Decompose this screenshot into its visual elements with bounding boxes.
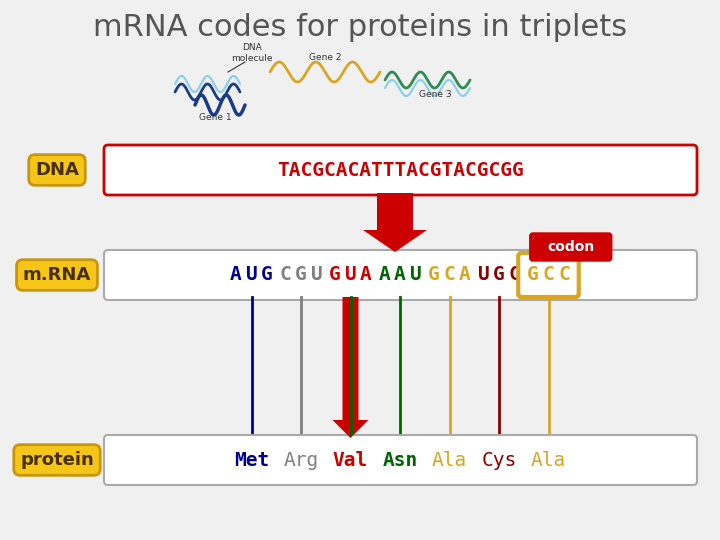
Text: A: A bbox=[230, 266, 242, 285]
Text: Gene 3: Gene 3 bbox=[419, 90, 451, 99]
Polygon shape bbox=[333, 297, 369, 438]
Text: C: C bbox=[279, 266, 292, 285]
Text: DNA: DNA bbox=[35, 161, 79, 179]
Text: G: G bbox=[493, 266, 505, 285]
Text: U: U bbox=[477, 266, 490, 285]
Text: m.RNA: m.RNA bbox=[23, 266, 91, 284]
Text: G: G bbox=[295, 266, 307, 285]
Text: Val: Val bbox=[333, 450, 368, 469]
Text: Arg: Arg bbox=[284, 450, 319, 469]
Text: TACGCACATTTACGTACGCGG: TACGCACATTTACGTACGCGG bbox=[276, 160, 523, 179]
Text: U: U bbox=[410, 266, 421, 285]
Polygon shape bbox=[363, 193, 427, 252]
Text: Ala: Ala bbox=[531, 450, 566, 469]
Text: A: A bbox=[360, 266, 372, 285]
Text: C: C bbox=[508, 266, 521, 285]
Text: A: A bbox=[459, 266, 471, 285]
Text: Met: Met bbox=[234, 450, 269, 469]
Text: codon: codon bbox=[547, 240, 595, 254]
Text: A: A bbox=[379, 266, 390, 285]
Text: G: G bbox=[527, 266, 539, 285]
FancyBboxPatch shape bbox=[104, 250, 697, 300]
Text: U: U bbox=[246, 266, 257, 285]
FancyBboxPatch shape bbox=[104, 435, 697, 485]
Text: G: G bbox=[329, 266, 341, 285]
Text: G: G bbox=[261, 266, 273, 285]
Text: Gene 1: Gene 1 bbox=[199, 113, 231, 122]
Text: U: U bbox=[345, 266, 356, 285]
Text: C: C bbox=[444, 266, 455, 285]
Text: DNA
molecule: DNA molecule bbox=[231, 43, 273, 63]
Text: Ala: Ala bbox=[432, 450, 467, 469]
FancyBboxPatch shape bbox=[104, 145, 697, 195]
FancyBboxPatch shape bbox=[530, 233, 612, 261]
Text: Gene 2: Gene 2 bbox=[309, 53, 341, 62]
Text: A: A bbox=[394, 266, 406, 285]
Text: C: C bbox=[543, 266, 554, 285]
Text: protein: protein bbox=[20, 451, 94, 469]
Text: G: G bbox=[428, 266, 440, 285]
Text: C: C bbox=[558, 266, 570, 285]
Text: Asn: Asn bbox=[382, 450, 418, 469]
Text: Cys: Cys bbox=[482, 450, 517, 469]
Text: mRNA codes for proteins in triplets: mRNA codes for proteins in triplets bbox=[93, 12, 627, 42]
Text: U: U bbox=[310, 266, 323, 285]
